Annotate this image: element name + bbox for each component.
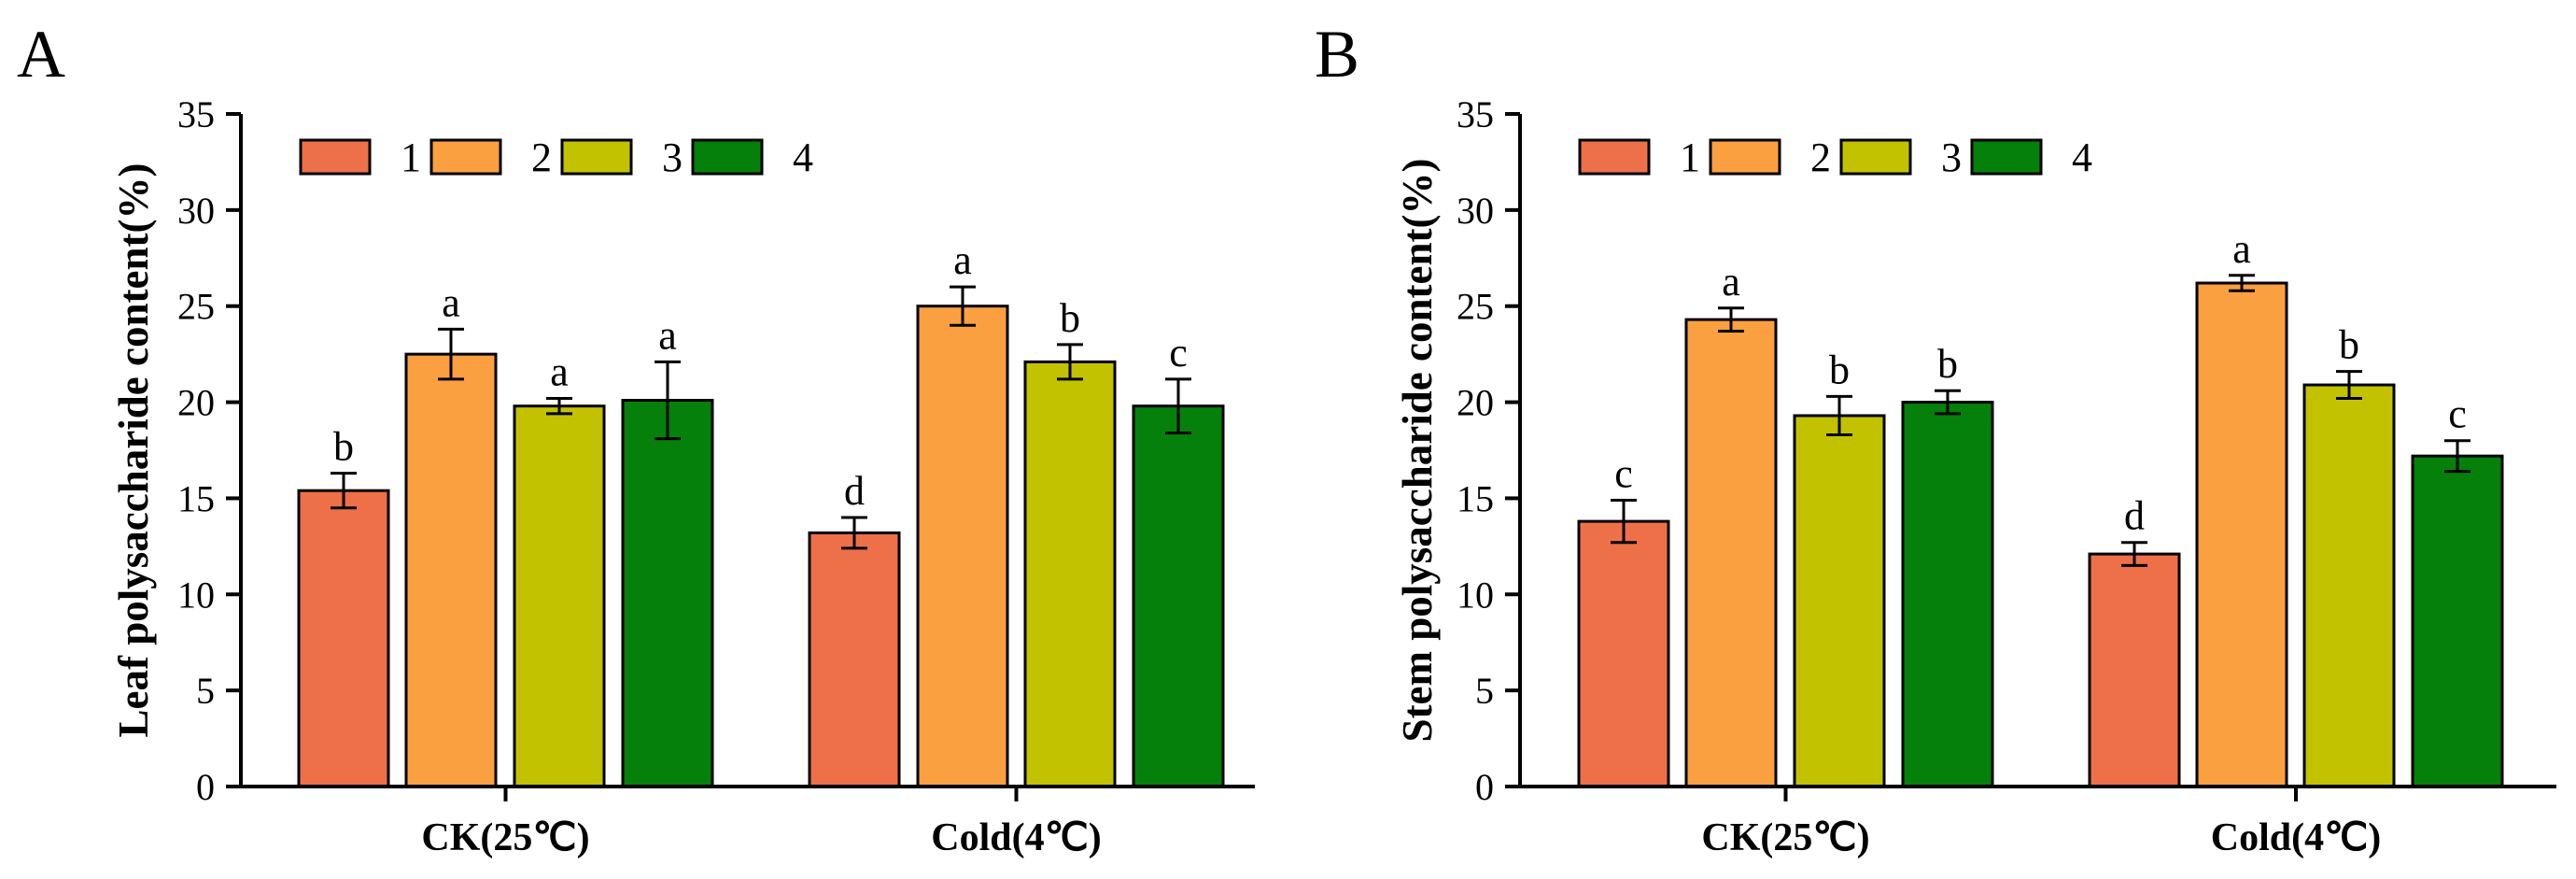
bar bbox=[1577, 519, 1670, 788]
bar bbox=[404, 352, 498, 788]
legend-swatch bbox=[1970, 138, 2043, 176]
x-category-label: Cold(4℃) bbox=[2211, 816, 2382, 859]
legend-label: 4 bbox=[793, 135, 813, 180]
significance-label: d bbox=[2124, 493, 2145, 539]
significance-label: d bbox=[844, 468, 865, 514]
y-tick-label: 35 bbox=[1457, 93, 1494, 135]
significance-label: a bbox=[2232, 226, 2251, 272]
significance-label: b bbox=[333, 424, 354, 470]
bar bbox=[1793, 414, 1886, 788]
y-tick-label: 25 bbox=[1457, 286, 1494, 328]
bar bbox=[1132, 404, 1225, 788]
legend-swatch bbox=[560, 138, 633, 176]
legend-swatch bbox=[1839, 138, 1912, 176]
significance-label: c bbox=[1169, 330, 1188, 376]
x-category-label: Cold(4℃) bbox=[931, 816, 1102, 859]
legend-label: 3 bbox=[1941, 135, 1962, 180]
significance-label: a bbox=[550, 348, 569, 394]
panel-letter: A bbox=[17, 17, 65, 92]
significance-label: b bbox=[2339, 322, 2359, 368]
bar bbox=[1023, 360, 1117, 788]
significance-label: b bbox=[1060, 295, 1080, 341]
legend-swatch bbox=[299, 138, 372, 176]
y-tick-label: 10 bbox=[177, 574, 215, 616]
y-tick-label: 0 bbox=[1475, 766, 1494, 808]
bar bbox=[1901, 401, 1994, 788]
significance-label: b bbox=[1829, 347, 1850, 392]
panel-b-stem-chart: B Stem polysaccharide content(%) 0 5 10 15 20 2… bbox=[1315, 17, 2556, 859]
significance-label: b bbox=[1937, 341, 1958, 387]
y-tick-label: 20 bbox=[177, 382, 215, 424]
legend-label: 2 bbox=[531, 135, 552, 180]
y-tick-label: 0 bbox=[196, 766, 215, 808]
bar bbox=[808, 531, 901, 788]
y-axis-title: Stem polysaccharide content(%) bbox=[1394, 159, 1441, 743]
y-tick-label: 10 bbox=[1457, 574, 1494, 616]
panel-a-leaf-chart: A Leaf polysaccharide content(%) 0 5 10 15 20 2… bbox=[17, 17, 1255, 859]
y-tick-label: 35 bbox=[177, 93, 215, 135]
y-tick-label: 15 bbox=[177, 477, 215, 519]
x-category-label: CK(25℃) bbox=[421, 816, 589, 859]
significance-label: c bbox=[1614, 450, 1633, 496]
y-tick-label: 30 bbox=[1457, 190, 1494, 232]
legend-label: 4 bbox=[2072, 135, 2092, 180]
significance-label: a bbox=[442, 279, 460, 325]
y-tick-label: 5 bbox=[196, 670, 215, 712]
y-tick-label: 20 bbox=[1457, 382, 1494, 424]
legend-label: 1 bbox=[401, 135, 421, 180]
x-category-label: CK(25℃) bbox=[1701, 816, 1869, 859]
legend-label: 1 bbox=[1680, 135, 1700, 180]
significance-label: a bbox=[953, 237, 972, 283]
y-tick-label: 25 bbox=[177, 286, 215, 328]
legend-swatch bbox=[1709, 138, 1781, 176]
significance-label: a bbox=[658, 312, 677, 358]
bar bbox=[1684, 318, 1778, 788]
legend-swatch bbox=[1578, 138, 1651, 176]
significance-label: a bbox=[1722, 259, 1740, 305]
bar bbox=[621, 399, 714, 788]
bar bbox=[297, 489, 390, 788]
bar bbox=[2088, 552, 2181, 788]
bar bbox=[916, 305, 1009, 788]
panel-letter: B bbox=[1315, 17, 1359, 92]
y-tick-label: 15 bbox=[1457, 477, 1494, 519]
bar bbox=[2302, 383, 2396, 788]
significance-label: c bbox=[2448, 391, 2467, 437]
legend-swatch bbox=[691, 138, 764, 176]
legend-swatch bbox=[429, 138, 502, 176]
y-tick-label: 5 bbox=[1475, 670, 1494, 712]
legend-label: 2 bbox=[1810, 135, 1831, 180]
y-tick-label: 30 bbox=[177, 190, 215, 232]
bar bbox=[2195, 281, 2288, 788]
bar bbox=[513, 404, 606, 788]
legend-label: 3 bbox=[662, 135, 683, 180]
bar bbox=[2411, 454, 2504, 788]
y-axis-title: Leaf polysaccharide content(%) bbox=[110, 163, 157, 738]
